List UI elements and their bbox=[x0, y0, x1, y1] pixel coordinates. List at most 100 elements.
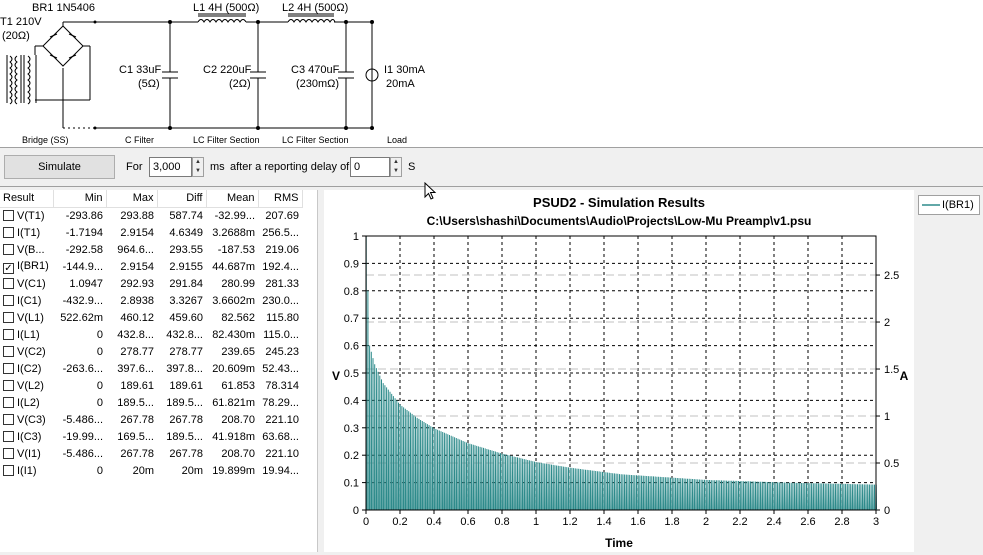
y-tick-label: 0.4 bbox=[344, 395, 359, 407]
cell-max: 2.9154 bbox=[120, 226, 154, 239]
result-checkbox[interactable] bbox=[3, 294, 14, 306]
cell-mean: 280.99 bbox=[221, 277, 255, 290]
chart-subtitle: C:\Users\shashi\Documents\Audio\Projects… bbox=[427, 214, 812, 228]
y-axis-label: V bbox=[332, 369, 340, 383]
table-row[interactable]: I(L1) 0 432.8... 432.8... 82.430m 115.0... bbox=[0, 326, 302, 343]
column-header-mean[interactable]: Mean bbox=[206, 190, 259, 208]
spin-up-icon[interactable]: ▲ bbox=[393, 159, 399, 165]
cell-mean: 239.65 bbox=[221, 345, 255, 358]
table-splitter[interactable] bbox=[318, 190, 324, 552]
spin-up-icon[interactable]: ▲ bbox=[195, 159, 201, 165]
c1-label[interactable]: C1 33uF bbox=[119, 64, 162, 76]
cell-mean: 61.821m bbox=[212, 396, 255, 409]
result-checkbox[interactable]: ✓ bbox=[3, 262, 14, 274]
column-header-min[interactable]: Min bbox=[53, 190, 107, 208]
cell-name: I(C3) bbox=[0, 428, 53, 445]
x-tick-label: 2.6 bbox=[800, 516, 815, 528]
y2-tick-label: 1.5 bbox=[884, 364, 899, 376]
table-row[interactable]: I(C2) -263.6... 397.6... 397.8... 20.609m 52.… bbox=[0, 360, 302, 377]
spin-down-icon[interactable]: ▼ bbox=[195, 168, 201, 174]
delay-input[interactable]: 0 bbox=[350, 157, 390, 177]
y-tick-label: 0.6 bbox=[344, 341, 359, 353]
cell-min: -144.9... bbox=[62, 260, 103, 273]
duration-spinner[interactable]: ▲ ▼ bbox=[192, 157, 204, 177]
column-header-result[interactable]: Result bbox=[0, 190, 54, 208]
cell-min: 522.62m bbox=[60, 311, 103, 324]
cell-name: I(L1) bbox=[0, 326, 53, 343]
schematic-panel: T1 210V (20Ω) BR1 1N5406 C1 33uF (5Ω) L1… bbox=[0, 0, 983, 147]
y2-tick-label: 1 bbox=[884, 411, 890, 423]
result-name: I(C3) bbox=[17, 430, 42, 443]
result-checkbox[interactable] bbox=[3, 328, 14, 340]
l1-label[interactable]: L1 4H (500Ω) bbox=[193, 2, 260, 14]
table-row[interactable]: V(L1) 522.62m 460.12 459.60 82.562 115.80 bbox=[0, 309, 302, 326]
result-checkbox[interactable] bbox=[3, 413, 14, 425]
result-checkbox[interactable] bbox=[3, 362, 14, 374]
c2-label[interactable]: C2 220uF bbox=[203, 64, 252, 76]
result-checkbox[interactable] bbox=[3, 447, 14, 459]
cell-max: 267.78 bbox=[120, 447, 154, 460]
table-row[interactable]: V(L2) 0 189.61 189.61 61.853 78.314 bbox=[0, 377, 302, 394]
result-checkbox[interactable] bbox=[3, 430, 14, 442]
results-chart: PSUD2 - Simulation Results C:\Users\shas… bbox=[332, 195, 909, 550]
cell-min: 1.0947 bbox=[69, 277, 103, 290]
y2-tick-label: 2 bbox=[884, 317, 890, 329]
table-row[interactable]: V(C3) -5.486... 267.78 267.78 208.70 221.10 bbox=[0, 411, 302, 428]
cell-max: 460.12 bbox=[120, 311, 154, 324]
result-checkbox[interactable] bbox=[3, 464, 14, 476]
delay-spinner[interactable]: ▲ ▼ bbox=[390, 157, 402, 177]
cell-min: -5.486... bbox=[62, 447, 103, 460]
x-tick-label: 2 bbox=[703, 516, 709, 528]
l2-label[interactable]: L2 4H (500Ω) bbox=[282, 2, 349, 14]
result-checkbox[interactable] bbox=[3, 209, 14, 221]
cell-mean: 208.70 bbox=[221, 447, 255, 460]
table-row[interactable]: I(L2) 0 189.5... 189.5... 61.821m 78.29... bbox=[0, 394, 302, 411]
cell-min: 0 bbox=[96, 345, 103, 358]
table-row[interactable]: I(T1) -1.7194 2.9154 4.6349 3.2688m 256.5... bbox=[0, 224, 302, 241]
bridge-label[interactable]: BR1 1N5406 bbox=[32, 2, 95, 14]
cell-mean: 20.609m bbox=[212, 362, 255, 375]
duration-input[interactable]: 3,000 bbox=[149, 157, 192, 177]
column-header-rms[interactable]: RMS bbox=[258, 190, 303, 208]
y-tick-label: 1 bbox=[353, 231, 359, 243]
ms-label: ms bbox=[210, 161, 225, 173]
result-checkbox[interactable] bbox=[3, 311, 14, 323]
chart-legend[interactable]: I(BR1) bbox=[918, 195, 980, 215]
result-checkbox[interactable] bbox=[3, 226, 14, 238]
table-row[interactable]: ✓ I(BR1) -144.9... 2.9154 2.9155 44.687m 192.4… bbox=[0, 258, 302, 275]
result-checkbox[interactable] bbox=[3, 243, 14, 255]
cell-mean: 82.562 bbox=[221, 311, 255, 324]
column-header-diff[interactable]: Diff bbox=[157, 190, 207, 208]
cell-diff: 278.77 bbox=[169, 345, 203, 358]
table-row[interactable]: I(C3) -19.99... 169.5... 189.5... 41.918m 63.… bbox=[0, 428, 302, 445]
cell-min: -19.99... bbox=[62, 430, 103, 443]
table-row[interactable]: V(I1) -5.486... 267.78 267.78 208.70 221.10 bbox=[0, 445, 302, 462]
cell-name: I(C1) bbox=[0, 292, 53, 309]
simulate-button[interactable]: Simulate bbox=[4, 155, 115, 179]
spin-down-icon[interactable]: ▼ bbox=[393, 168, 399, 174]
transformer-label[interactable]: T1 210V bbox=[0, 16, 42, 28]
result-checkbox[interactable] bbox=[3, 379, 14, 391]
result-checkbox[interactable] bbox=[3, 277, 14, 289]
cell-mean: 82.430m bbox=[212, 328, 255, 341]
cell-diff: 189.5... bbox=[166, 430, 203, 443]
result-checkbox[interactable] bbox=[3, 396, 14, 408]
c2-resistance: (2Ω) bbox=[229, 78, 251, 90]
table-row[interactable]: V(T1) -293.86 293.88 587.74 -32.99... 207.69 bbox=[0, 207, 302, 224]
i1-label[interactable]: I1 30mA bbox=[384, 64, 425, 76]
column-header-max[interactable]: Max bbox=[106, 190, 158, 208]
table-row[interactable]: V(C2) 0 278.77 278.77 239.65 245.23 bbox=[0, 343, 302, 360]
table-row[interactable]: V(B... -292.58 964.6... 293.55 -187.53 219.06 bbox=[0, 241, 302, 258]
table-row[interactable]: I(C1) -432.9... 2.8938 3.3267 3.6602m 230.0..… bbox=[0, 292, 302, 309]
c3-label[interactable]: C3 470uF bbox=[291, 64, 340, 76]
x-tick-label: 2.8 bbox=[834, 516, 849, 528]
transformer-resistance: (20Ω) bbox=[2, 30, 30, 42]
results-table: Result Min Max Diff Mean RMS V(T1) -293.8… bbox=[0, 190, 303, 479]
cell-diff: 291.84 bbox=[169, 277, 203, 290]
table-row[interactable]: I(I1) 0 20m 20m 19.899m 19.94... bbox=[0, 462, 302, 479]
cell-diff: 587.74 bbox=[169, 209, 203, 222]
result-name: I(BR1) bbox=[17, 259, 49, 272]
cell-name: ✓ I(BR1) bbox=[0, 258, 53, 275]
result-checkbox[interactable] bbox=[3, 345, 14, 357]
table-row[interactable]: V(C1) 1.0947 292.93 291.84 280.99 281.33 bbox=[0, 275, 302, 292]
